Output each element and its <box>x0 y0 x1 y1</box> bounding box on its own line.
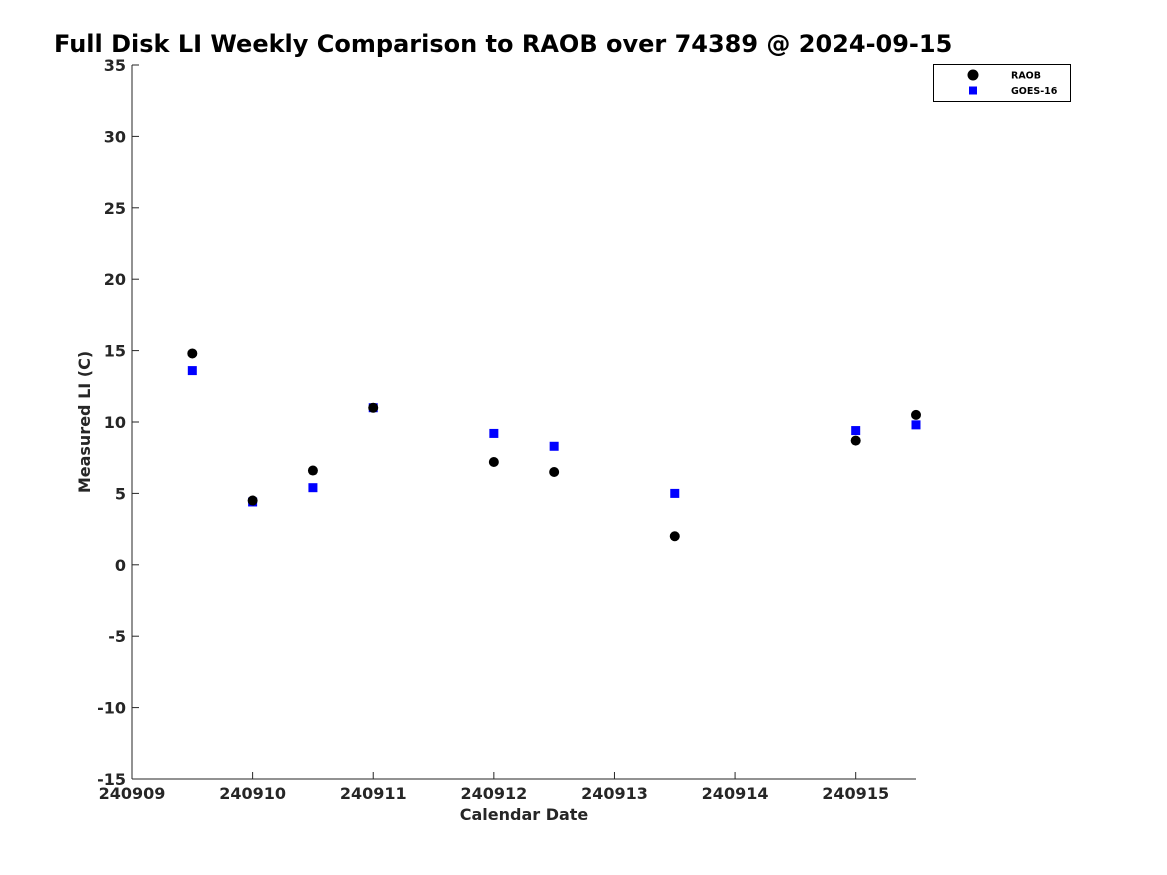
raob-point <box>488 456 499 467</box>
chart-title: Full Disk LI Weekly Comparison to RAOB o… <box>54 30 952 58</box>
legend-box <box>933 64 1071 102</box>
y-tick-label: 25 <box>104 199 126 218</box>
x-tick-label: 240915 <box>822 784 889 803</box>
raob-point <box>549 466 560 477</box>
y-tick-label: -5 <box>108 627 126 646</box>
data-points <box>187 348 921 542</box>
y-tick-label: 5 <box>115 484 126 503</box>
x-axis: 240909 240910 240911 240912 240913 240914 2409… <box>99 772 889 803</box>
y-tick-label: -15 <box>97 770 126 789</box>
y-tick-label: -10 <box>97 699 126 718</box>
y-tick-label: 35 <box>104 56 126 75</box>
x-axis-label: Calendar Date <box>460 805 589 824</box>
x-tick-label: 240911 <box>340 784 407 803</box>
x-tick-label: 240910 <box>219 784 286 803</box>
raob-point <box>187 348 198 359</box>
raob-point <box>307 465 318 476</box>
x-tick-label: 240914 <box>702 784 769 803</box>
x-tick-label: 240913 <box>581 784 648 803</box>
legend-goes16-label: GOES-16 <box>1011 86 1058 97</box>
x-tick-label: 240912 <box>460 784 527 803</box>
goes16-point <box>187 366 197 376</box>
goes16-point <box>911 420 921 430</box>
y-axis: 35 30 25 20 15 10 5 0 -5 -10 -15 <box>97 56 139 789</box>
y-axis-label: Measured LI (C) <box>75 351 94 493</box>
goes16-point <box>308 483 318 493</box>
raob-point <box>247 495 258 506</box>
raob-point <box>669 531 680 542</box>
y-tick-label: 15 <box>104 342 126 361</box>
raob-point <box>911 409 921 420</box>
y-tick-label: 20 <box>104 270 126 289</box>
goes16-point <box>851 426 861 436</box>
goes16-point <box>489 428 499 438</box>
goes16-point <box>670 488 680 498</box>
y-tick-label: 30 <box>104 127 126 146</box>
legend: RAOB GOES-16 <box>933 64 1071 102</box>
goes16-point <box>549 441 559 451</box>
legend-raob-label: RAOB <box>1011 71 1041 82</box>
y-tick-label: 0 <box>115 556 126 575</box>
raob-point <box>368 402 379 413</box>
raob-point <box>850 435 861 446</box>
y-tick-label: 10 <box>104 413 126 432</box>
legend-goes16-marker <box>969 86 977 95</box>
legend-raob-marker <box>967 69 979 81</box>
x-tick-label: 240909 <box>99 784 166 803</box>
